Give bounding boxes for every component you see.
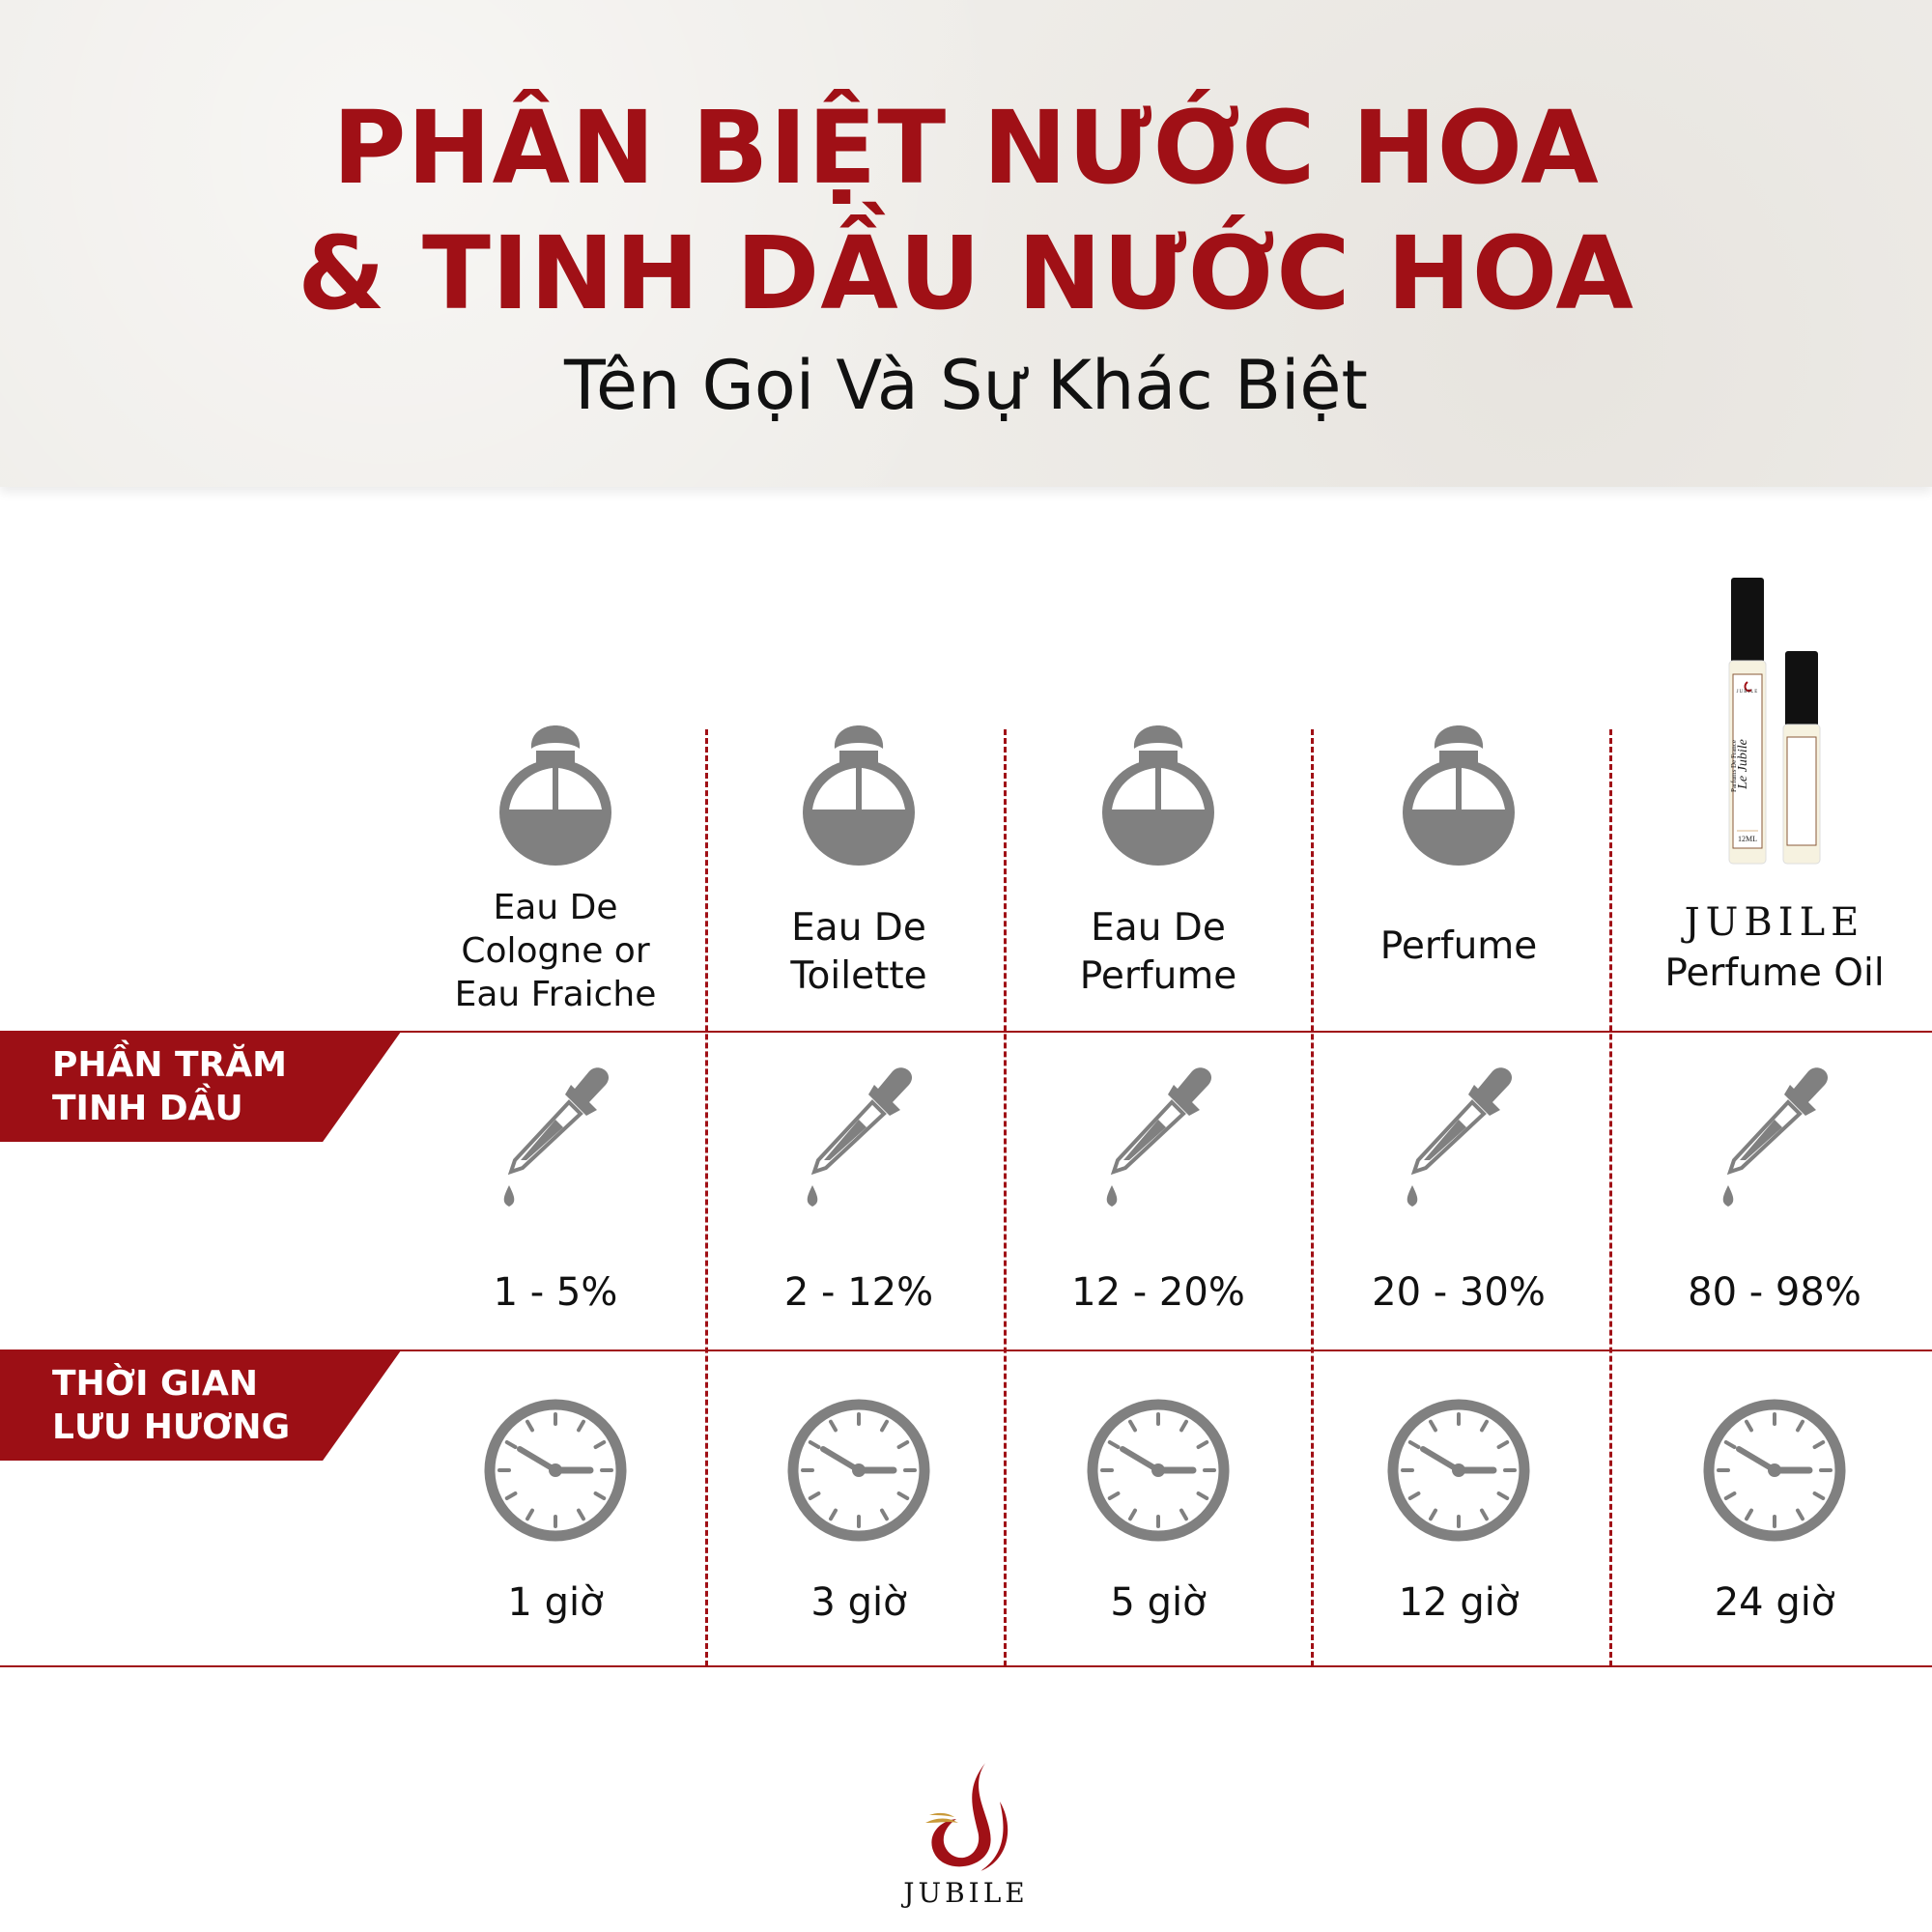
longevity-value: 5 giờ bbox=[1110, 1580, 1207, 1625]
column-divider bbox=[1311, 729, 1314, 1666]
product-label-size: 12ML bbox=[1738, 835, 1757, 843]
row-divider bbox=[0, 1350, 1932, 1351]
oil-percent-value: 80 - 98% bbox=[1688, 1270, 1861, 1315]
perfume-bottle-icon bbox=[1401, 708, 1517, 871]
longevity-row-label: THỜI GIAN LƯU HƯƠNG bbox=[0, 1350, 401, 1461]
row-label-line: THỜI GIAN bbox=[52, 1364, 258, 1404]
clock-icon bbox=[1087, 1399, 1230, 1546]
longevity-value: 12 giờ bbox=[1398, 1580, 1520, 1625]
dropper-icon bbox=[1100, 1060, 1226, 1218]
header-banner: PHÂN BIỆT NƯỚC HOA & TINH DẦU NƯỚC HOA T… bbox=[0, 0, 1932, 487]
oil-percent-row-label: PHẦN TRĂM TINH DẦU bbox=[0, 1032, 401, 1142]
row-divider bbox=[0, 1665, 1932, 1667]
dropper-icon bbox=[801, 1060, 926, 1218]
type-name-line: Eau De bbox=[493, 888, 618, 927]
row-label-line: PHẦN TRĂM bbox=[52, 1045, 287, 1085]
brand-name: JUBILE bbox=[1684, 900, 1865, 945]
type-name-line: Perfume bbox=[1379, 924, 1538, 968]
column-divider bbox=[705, 729, 708, 1666]
clock-icon bbox=[484, 1399, 627, 1546]
clock-icon bbox=[1703, 1399, 1846, 1546]
row-label-line: TINH DẦU bbox=[52, 1089, 243, 1128]
type-name-line: Eau De bbox=[791, 906, 926, 950]
type-name-line: Perfume bbox=[1079, 954, 1237, 998]
longevity-value: 1 giờ bbox=[507, 1580, 604, 1625]
type-name-line: Eau De bbox=[1091, 906, 1226, 950]
type-name-line: Eau Fraiche bbox=[454, 975, 657, 1014]
oil-percent-value: 12 - 20% bbox=[1071, 1270, 1245, 1315]
oil-percent-value: 20 - 30% bbox=[1372, 1270, 1546, 1315]
row-label-line: LƯU HƯƠNG bbox=[52, 1407, 291, 1447]
oil-percent-value: 2 - 12% bbox=[783, 1270, 934, 1315]
oil-percent-value: 1 - 5% bbox=[493, 1270, 618, 1315]
footer-logo-text: JUBILE bbox=[903, 1877, 1029, 1909]
perfume-bottle-icon bbox=[801, 708, 917, 871]
longevity-value: 3 giờ bbox=[810, 1580, 907, 1625]
perfume-bottle-icon bbox=[1100, 708, 1216, 871]
subtitle: Tên Gọi Và Sự Khác Biệt bbox=[564, 346, 1368, 425]
phoenix-logo-icon bbox=[925, 1763, 1009, 1871]
dropper-icon bbox=[1401, 1060, 1526, 1218]
clock-icon bbox=[787, 1399, 930, 1546]
product-photo: JUBILE Parfums De France Le Jubile 12ML bbox=[1702, 578, 1847, 867]
column-divider bbox=[1004, 729, 1007, 1666]
title-line-2: & TINH DẦU NƯỚC HOA bbox=[298, 214, 1634, 332]
product-label-brand: JUBILE bbox=[1736, 690, 1759, 695]
column-divider bbox=[1609, 729, 1612, 1666]
type-name: Perfume Oil bbox=[1664, 952, 1885, 995]
footer-logo: JUBILE bbox=[869, 1753, 1063, 1918]
title-line-1: PHÂN BIỆT NƯỚC HOA bbox=[332, 89, 1600, 207]
longevity-value: 24 giờ bbox=[1714, 1580, 1835, 1625]
row-divider bbox=[0, 1031, 1932, 1033]
perfume-bottle-icon bbox=[497, 708, 613, 871]
dropper-icon bbox=[497, 1060, 623, 1218]
type-name-line: Cologne or bbox=[461, 931, 650, 971]
product-label-script: Le Jubile bbox=[1736, 739, 1750, 789]
dropper-icon bbox=[1717, 1060, 1842, 1218]
clock-icon bbox=[1387, 1399, 1530, 1546]
type-name-line: Toilette bbox=[790, 954, 927, 998]
